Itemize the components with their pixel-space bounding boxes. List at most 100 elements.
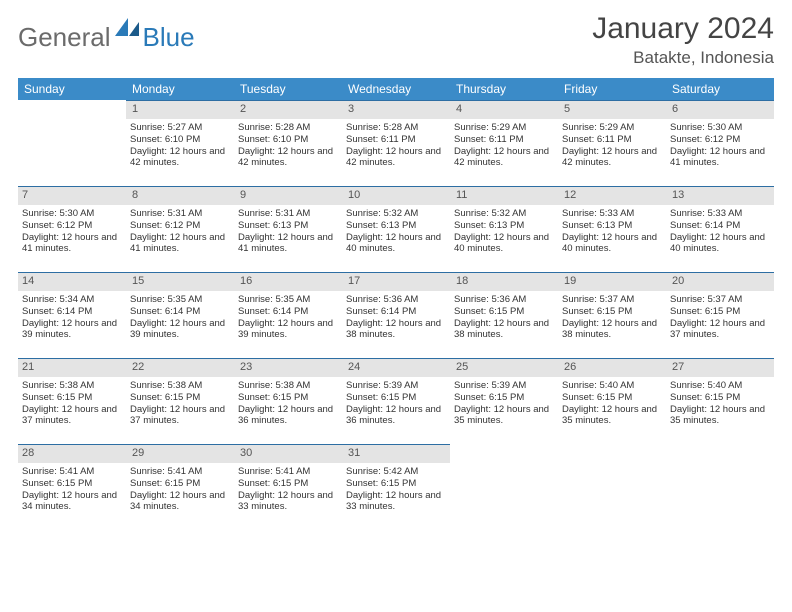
- calendar-cell: 17Sunrise: 5:36 AMSunset: 6:14 PMDayligh…: [342, 272, 450, 358]
- day-number: 20: [666, 272, 774, 291]
- daylight-line: Daylight: 12 hours and 34 minutes.: [22, 490, 122, 514]
- sunset-line: Sunset: 6:12 PM: [22, 220, 122, 232]
- sunset-line: Sunset: 6:14 PM: [238, 306, 338, 318]
- sunrise-line: Sunrise: 5:36 AM: [454, 294, 554, 306]
- calendar-cell: 12Sunrise: 5:33 AMSunset: 6:13 PMDayligh…: [558, 186, 666, 272]
- day-number: 18: [450, 272, 558, 291]
- sunset-line: Sunset: 6:15 PM: [562, 306, 662, 318]
- month-title: January 2024: [592, 12, 774, 46]
- calendar-header-row: SundayMondayTuesdayWednesdayThursdayFrid…: [18, 78, 774, 100]
- daylight-line: Daylight: 12 hours and 42 minutes.: [562, 146, 662, 170]
- sunrise-line: Sunrise: 5:28 AM: [238, 122, 338, 134]
- day-number: 11: [450, 186, 558, 205]
- day-number: 24: [342, 358, 450, 377]
- day-number: 8: [126, 186, 234, 205]
- sunset-line: Sunset: 6:12 PM: [130, 220, 230, 232]
- sunrise-line: Sunrise: 5:37 AM: [562, 294, 662, 306]
- daylight-line: Daylight: 12 hours and 42 minutes.: [454, 146, 554, 170]
- daylight-line: Daylight: 12 hours and 42 minutes.: [130, 146, 230, 170]
- sunset-line: Sunset: 6:15 PM: [346, 478, 446, 490]
- daylight-line: Daylight: 12 hours and 38 minutes.: [562, 318, 662, 342]
- sunrise-line: Sunrise: 5:35 AM: [238, 294, 338, 306]
- day-details: Sunrise: 5:31 AMSunset: 6:12 PMDaylight:…: [126, 205, 234, 258]
- calendar-cell: 18Sunrise: 5:36 AMSunset: 6:15 PMDayligh…: [450, 272, 558, 358]
- sunrise-line: Sunrise: 5:29 AM: [454, 122, 554, 134]
- day-details: Sunrise: 5:33 AMSunset: 6:13 PMDaylight:…: [558, 205, 666, 258]
- day-details: Sunrise: 5:27 AMSunset: 6:10 PMDaylight:…: [126, 119, 234, 172]
- sunrise-line: Sunrise: 5:30 AM: [22, 208, 122, 220]
- daylight-line: Daylight: 12 hours and 42 minutes.: [346, 146, 446, 170]
- sunset-line: Sunset: 6:15 PM: [238, 392, 338, 404]
- daylight-line: Daylight: 12 hours and 33 minutes.: [238, 490, 338, 514]
- weekday-header: Monday: [126, 78, 234, 100]
- calendar-cell: 4 Sunrise: 5:29 AMSunset: 6:11 PMDaylight…: [450, 100, 558, 186]
- sunset-line: Sunset: 6:11 PM: [562, 134, 662, 146]
- calendar-cell: 22Sunrise: 5:38 AMSunset: 6:15 PMDayligh…: [126, 358, 234, 444]
- weekday-header: Wednesday: [342, 78, 450, 100]
- weekday-header: Tuesday: [234, 78, 342, 100]
- day-number: 13: [666, 186, 774, 205]
- calendar-cell: 27Sunrise: 5:40 AMSunset: 6:15 PMDayligh…: [666, 358, 774, 444]
- calendar-cell: 21Sunrise: 5:38 AMSunset: 6:15 PMDayligh…: [18, 358, 126, 444]
- daylight-line: Daylight: 12 hours and 42 minutes.: [238, 146, 338, 170]
- sunrise-line: Sunrise: 5:39 AM: [346, 380, 446, 392]
- day-number: 22: [126, 358, 234, 377]
- day-details: Sunrise: 5:37 AMSunset: 6:15 PMDaylight:…: [558, 291, 666, 344]
- weekday-header: Thursday: [450, 78, 558, 100]
- day-details: Sunrise: 5:32 AMSunset: 6:13 PMDaylight:…: [342, 205, 450, 258]
- calendar-body: 1Sunrise: 5:27 AMSunset: 6:10 PMDaylight…: [18, 100, 774, 530]
- sunrise-line: Sunrise: 5:38 AM: [238, 380, 338, 392]
- daylight-line: Daylight: 12 hours and 33 minutes.: [346, 490, 446, 514]
- sunrise-line: Sunrise: 5:32 AM: [454, 208, 554, 220]
- day-number: 12: [558, 186, 666, 205]
- sunrise-line: Sunrise: 5:40 AM: [670, 380, 770, 392]
- day-number: 29: [126, 444, 234, 463]
- calendar-cell: 5Sunrise: 5:29 AMSunset: 6:11 PMDaylight…: [558, 100, 666, 186]
- calendar-cell: 16Sunrise: 5:35 AMSunset: 6:14 PMDayligh…: [234, 272, 342, 358]
- sunrise-line: Sunrise: 5:35 AM: [130, 294, 230, 306]
- day-details: Sunrise: 5:38 AMSunset: 6:15 PMDaylight:…: [18, 377, 126, 430]
- daylight-line: Daylight: 12 hours and 35 minutes.: [454, 404, 554, 428]
- day-details: Sunrise: 5:29 AMSunset: 6:11 PMDaylight:…: [558, 119, 666, 172]
- logo-text-blue: Blue: [143, 22, 195, 53]
- sunset-line: Sunset: 6:15 PM: [454, 392, 554, 404]
- day-number: 30: [234, 444, 342, 463]
- day-details: Sunrise: 5:30 AMSunset: 6:12 PMDaylight:…: [18, 205, 126, 258]
- weekday-header: Sunday: [18, 78, 126, 100]
- day-number: 4: [450, 100, 558, 119]
- calendar-cell: 31Sunrise: 5:42 AMSunset: 6:15 PMDayligh…: [342, 444, 450, 530]
- calendar-cell: [558, 444, 666, 530]
- day-number: 10: [342, 186, 450, 205]
- day-details: Sunrise: 5:37 AMSunset: 6:15 PMDaylight:…: [666, 291, 774, 344]
- header: General Blue January 2024 Batakte, Indon…: [18, 12, 774, 68]
- sunrise-line: Sunrise: 5:31 AM: [238, 208, 338, 220]
- daylight-line: Daylight: 12 hours and 40 minutes.: [346, 232, 446, 256]
- sunset-line: Sunset: 6:13 PM: [454, 220, 554, 232]
- daylight-line: Daylight: 12 hours and 35 minutes.: [562, 404, 662, 428]
- day-number: 3: [342, 100, 450, 119]
- weekday-header: Saturday: [666, 78, 774, 100]
- sunset-line: Sunset: 6:15 PM: [670, 306, 770, 318]
- daylight-line: Daylight: 12 hours and 40 minutes.: [562, 232, 662, 256]
- daylight-line: Daylight: 12 hours and 39 minutes.: [22, 318, 122, 342]
- sunrise-line: Sunrise: 5:33 AM: [562, 208, 662, 220]
- calendar-cell: 29Sunrise: 5:41 AMSunset: 6:15 PMDayligh…: [126, 444, 234, 530]
- day-details: Sunrise: 5:39 AMSunset: 6:15 PMDaylight:…: [342, 377, 450, 430]
- calendar-cell: 14Sunrise: 5:34 AMSunset: 6:14 PMDayligh…: [18, 272, 126, 358]
- day-details: Sunrise: 5:35 AMSunset: 6:14 PMDaylight:…: [126, 291, 234, 344]
- day-details: Sunrise: 5:42 AMSunset: 6:15 PMDaylight:…: [342, 463, 450, 516]
- calendar-cell: 23Sunrise: 5:38 AMSunset: 6:15 PMDayligh…: [234, 358, 342, 444]
- sunset-line: Sunset: 6:11 PM: [454, 134, 554, 146]
- sunset-line: Sunset: 6:15 PM: [22, 478, 122, 490]
- calendar-cell: [18, 100, 126, 186]
- sunset-line: Sunset: 6:10 PM: [130, 134, 230, 146]
- sunset-line: Sunset: 6:15 PM: [130, 392, 230, 404]
- sunrise-line: Sunrise: 5:34 AM: [22, 294, 122, 306]
- sunset-line: Sunset: 6:10 PM: [238, 134, 338, 146]
- daylight-line: Daylight: 12 hours and 41 minutes.: [670, 146, 770, 170]
- daylight-line: Daylight: 12 hours and 37 minutes.: [130, 404, 230, 428]
- day-details: Sunrise: 5:28 AMSunset: 6:11 PMDaylight:…: [342, 119, 450, 172]
- calendar-cell: 24Sunrise: 5:39 AMSunset: 6:15 PMDayligh…: [342, 358, 450, 444]
- daylight-line: Daylight: 12 hours and 38 minutes.: [346, 318, 446, 342]
- title-block: January 2024 Batakte, Indonesia: [592, 12, 774, 68]
